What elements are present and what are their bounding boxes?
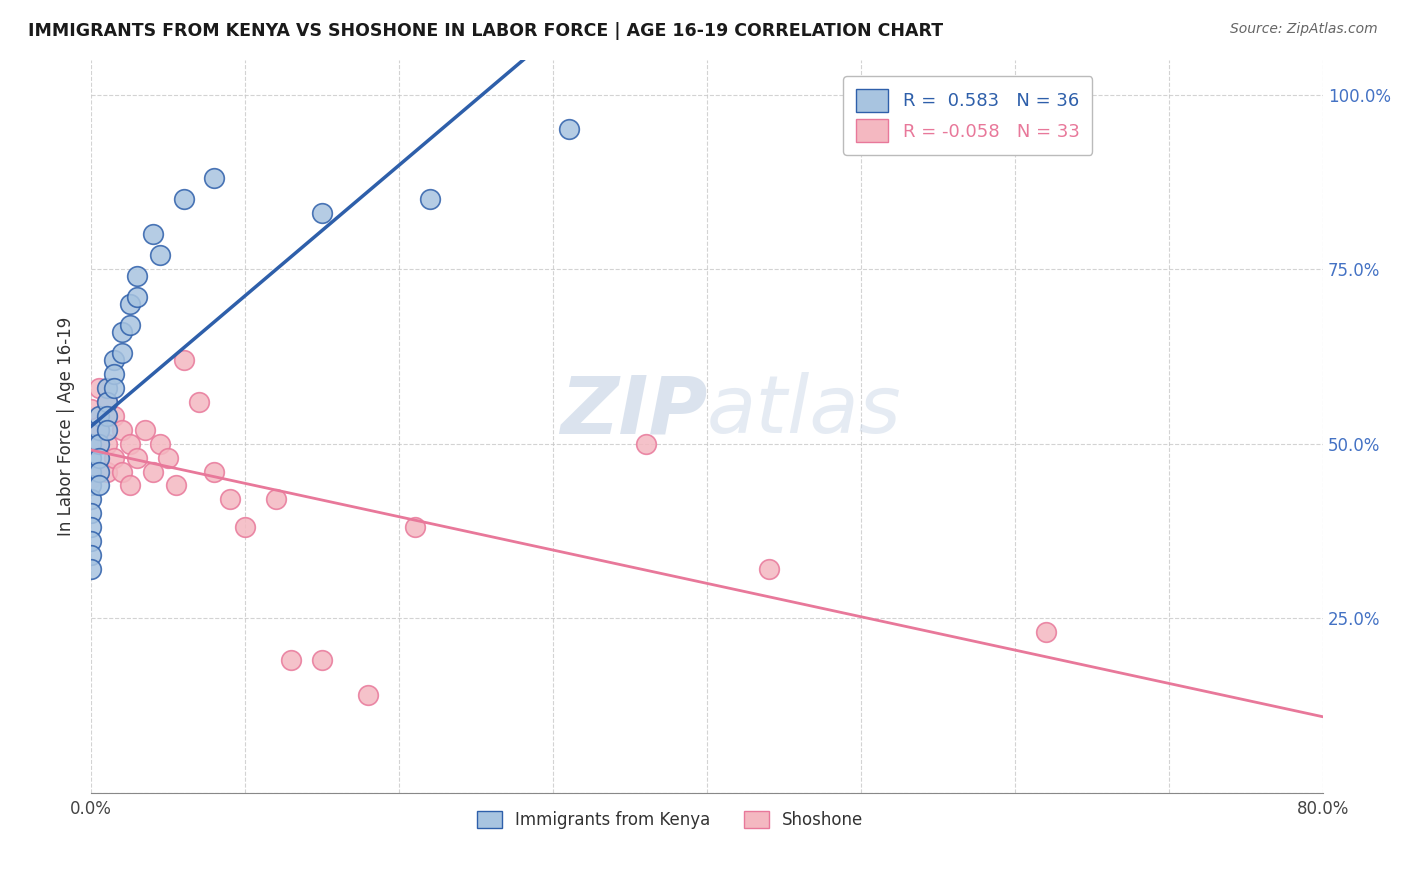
Point [80, 465, 103, 479]
Point [218, 492, 240, 507]
Point [357, 688, 380, 702]
Point [111, 465, 134, 479]
Point [80, 507, 103, 521]
Point [127, 450, 149, 465]
Point [87, 478, 110, 492]
Text: atlas: atlas [707, 373, 901, 450]
Point [280, 653, 302, 667]
Point [80, 471, 103, 485]
Point [87, 465, 110, 479]
Point [142, 227, 165, 241]
Point [188, 394, 211, 409]
Text: ZIP: ZIP [560, 373, 707, 450]
Point [173, 192, 195, 206]
Point [87, 409, 110, 423]
Point [80, 520, 103, 534]
Point [103, 367, 125, 381]
Y-axis label: In Labor Force | Age 16-19: In Labor Force | Age 16-19 [58, 317, 75, 536]
Point [1035, 625, 1057, 640]
Point [80, 401, 103, 416]
Point [80, 492, 103, 507]
Point [419, 192, 441, 206]
Point [118, 318, 141, 332]
Point [80, 436, 103, 450]
Point [111, 423, 134, 437]
Point [202, 171, 225, 186]
Point [202, 465, 225, 479]
Point [80, 478, 103, 492]
Point [157, 450, 180, 465]
Point [96, 394, 118, 409]
Point [80, 534, 103, 549]
Point [80, 450, 103, 465]
Point [103, 450, 125, 465]
Point [80, 549, 103, 563]
Point [173, 352, 195, 367]
Point [149, 436, 172, 450]
Point [96, 436, 118, 450]
Point [87, 436, 110, 450]
Point [96, 394, 118, 409]
Point [80, 436, 103, 450]
Point [80, 562, 103, 576]
Point [264, 492, 287, 507]
Point [634, 436, 657, 450]
Point [149, 248, 172, 262]
Point [96, 381, 118, 395]
Point [96, 409, 118, 423]
Point [134, 423, 156, 437]
Point [103, 352, 125, 367]
Point [142, 465, 165, 479]
Point [118, 478, 141, 492]
Point [557, 122, 579, 136]
Point [127, 290, 149, 304]
Point [111, 346, 134, 360]
Point [758, 562, 780, 576]
Point [87, 423, 110, 437]
Point [127, 268, 149, 283]
Point [311, 653, 333, 667]
Point [118, 436, 141, 450]
Legend: Immigrants from Kenya, Shoshone: Immigrants from Kenya, Shoshone [470, 804, 870, 836]
Point [111, 325, 134, 339]
Point [103, 409, 125, 423]
Point [87, 381, 110, 395]
Point [87, 423, 110, 437]
Point [87, 450, 110, 465]
Point [96, 465, 118, 479]
Point [165, 478, 187, 492]
Point [311, 206, 333, 220]
Point [404, 520, 426, 534]
Point [118, 297, 141, 311]
Text: Source: ZipAtlas.com: Source: ZipAtlas.com [1230, 22, 1378, 37]
Point [103, 381, 125, 395]
Text: IMMIGRANTS FROM KENYA VS SHOSHONE IN LABOR FORCE | AGE 16-19 CORRELATION CHART: IMMIGRANTS FROM KENYA VS SHOSHONE IN LAB… [28, 22, 943, 40]
Point [96, 423, 118, 437]
Point [233, 520, 256, 534]
